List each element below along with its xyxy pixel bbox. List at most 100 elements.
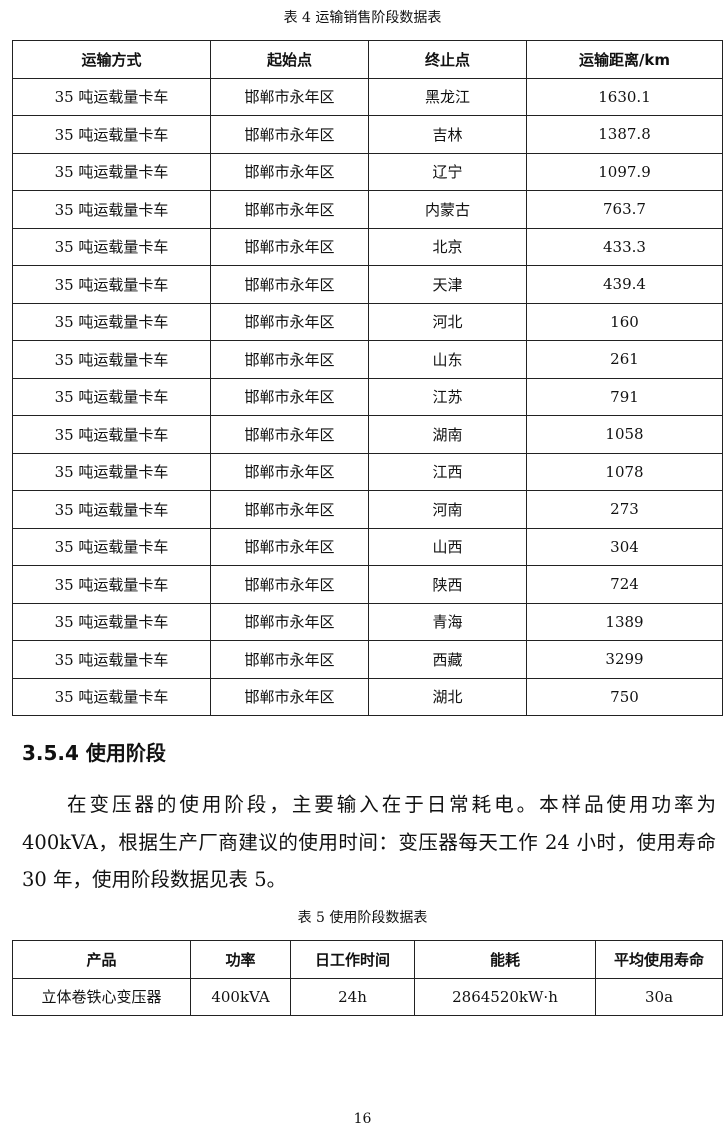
column-header: 平均使用寿命 — [595, 940, 723, 979]
table-row: 35 吨运载量卡车 邯郸市永年区 江苏 791 — [12, 377, 723, 416]
table-cell: 1058 — [526, 415, 723, 454]
table-cell: 北京 — [368, 227, 527, 266]
table-cell: 261 — [526, 340, 723, 379]
column-header: 起始点 — [210, 40, 369, 79]
table-cell: 400kVA — [190, 977, 291, 1016]
table-cell: 邯郸市永年区 — [210, 490, 369, 529]
table-row: 35 吨运载量卡车 邯郸市永年区 湖北 750 — [12, 677, 723, 716]
table-cell: 邯郸市永年区 — [210, 340, 369, 379]
table-cell: 35 吨运载量卡车 — [12, 302, 211, 341]
page-number: 16 — [353, 1111, 372, 1127]
table-cell: 邯郸市永年区 — [210, 452, 369, 491]
table-cell: 35 吨运载量卡车 — [12, 152, 211, 191]
transport-table: 运输方式 起始点 终止点 运输距离/km 35 吨运载量卡车 邯郸市永年区 黑龙江 1630… — [12, 40, 723, 716]
table-row: 35 吨运载量卡车 邯郸市永年区 河北 160 — [12, 302, 723, 341]
table-cell: 2864520kW·h — [414, 977, 596, 1016]
table-cell: 邯郸市永年区 — [210, 152, 369, 191]
table-cell: 1387.8 — [526, 115, 723, 154]
table-cell: 湖北 — [368, 677, 527, 716]
table-cell: 433.3 — [526, 227, 723, 266]
table-cell: 山东 — [368, 340, 527, 379]
table-cell: 35 吨运载量卡车 — [12, 640, 211, 679]
table-row: 35 吨运载量卡车 邯郸市永年区 辽宁 1097.9 — [12, 152, 723, 191]
table-cell: 160 — [526, 302, 723, 341]
table-cell: 35 吨运载量卡车 — [12, 602, 211, 641]
table-cell: 邯郸市永年区 — [210, 115, 369, 154]
table-row: 35 吨运载量卡车 邯郸市永年区 内蒙古 763.7 — [12, 190, 723, 229]
table-cell: 35 吨运载量卡车 — [12, 565, 211, 604]
table-row: 立体卷铁心变压器 400kVA 24h 2864520kW·h 30a — [12, 977, 723, 1016]
table-cell: 邯郸市永年区 — [210, 227, 369, 266]
table-cell: 邯郸市永年区 — [210, 190, 369, 229]
table-cell: 1097.9 — [526, 152, 723, 191]
table-cell: 邯郸市永年区 — [210, 640, 369, 679]
table-cell: 3299 — [526, 640, 723, 679]
table-row: 35 吨运载量卡车 邯郸市永年区 陕西 724 — [12, 565, 723, 604]
table5-caption: 表 5 使用阶段数据表 — [297, 910, 428, 926]
table-cell: 内蒙古 — [368, 190, 527, 229]
section-paragraph: 在变压器的使用阶段，主要输入在于日常耗电。本样品使用功率为400kVA，根据生产… — [22, 793, 716, 891]
table-cell: 763.7 — [526, 190, 723, 229]
table-row: 35 吨运载量卡车 邯郸市永年区 青海 1389 — [12, 602, 723, 641]
table-cell: 邯郸市永年区 — [210, 415, 369, 454]
table-cell: 辽宁 — [368, 152, 527, 191]
table-cell: 304 — [526, 527, 723, 566]
table-cell: 35 吨运载量卡车 — [12, 527, 211, 566]
table-header-row: 产品 功率 日工作时间 能耗 平均使用寿命 — [12, 940, 723, 979]
column-header: 能耗 — [414, 940, 596, 979]
table-cell: 1630.1 — [526, 77, 723, 116]
column-header: 运输距离/km — [526, 40, 723, 79]
table-cell: 邯郸市永年区 — [210, 677, 369, 716]
table-cell: 立体卷铁心变压器 — [12, 977, 191, 1016]
table-row: 35 吨运载量卡车 邯郸市永年区 山东 261 — [12, 340, 723, 379]
table-cell: 陕西 — [368, 565, 527, 604]
table-cell: 江苏 — [368, 377, 527, 416]
table-row: 35 吨运载量卡车 邯郸市永年区 山西 304 — [12, 527, 723, 566]
table-cell: 邯郸市永年区 — [210, 565, 369, 604]
table-cell: 河北 — [368, 302, 527, 341]
table-cell: 青海 — [368, 602, 527, 641]
table4-caption: 表 4 运输销售阶段数据表 — [283, 10, 442, 26]
column-header: 日工作时间 — [290, 940, 415, 979]
table-cell: 24h — [290, 977, 415, 1016]
table-cell: 江西 — [368, 452, 527, 491]
table-cell: 邯郸市永年区 — [210, 77, 369, 116]
table-cell: 1389 — [526, 602, 723, 641]
table-cell: 30a — [595, 977, 723, 1016]
table-row: 35 吨运载量卡车 邯郸市永年区 吉林 1387.8 — [12, 115, 723, 154]
table-cell: 1078 — [526, 452, 723, 491]
table-cell: 35 吨运载量卡车 — [12, 227, 211, 266]
table-cell: 724 — [526, 565, 723, 604]
table-cell: 35 吨运载量卡车 — [12, 377, 211, 416]
table-row: 35 吨运载量卡车 邯郸市永年区 北京 433.3 — [12, 227, 723, 266]
table-cell: 35 吨运载量卡车 — [12, 265, 211, 304]
table-cell: 天津 — [368, 265, 527, 304]
table-row: 35 吨运载量卡车 邯郸市永年区 湖南 1058 — [12, 415, 723, 454]
table-cell: 791 — [526, 377, 723, 416]
column-header: 产品 — [12, 940, 191, 979]
table-cell: 邯郸市永年区 — [210, 265, 369, 304]
table-cell: 河南 — [368, 490, 527, 529]
table-row: 35 吨运载量卡车 邯郸市永年区 天津 439.4 — [12, 265, 723, 304]
table-row: 35 吨运载量卡车 邯郸市永年区 江西 1078 — [12, 452, 723, 491]
table-cell: 439.4 — [526, 265, 723, 304]
column-header: 功率 — [190, 940, 291, 979]
table-cell: 邯郸市永年区 — [210, 527, 369, 566]
table-cell: 山西 — [368, 527, 527, 566]
table-row: 35 吨运载量卡车 邯郸市永年区 西藏 3299 — [12, 640, 723, 679]
table-cell: 35 吨运载量卡车 — [12, 340, 211, 379]
table-row: 35 吨运载量卡车 邯郸市永年区 黑龙江 1630.1 — [12, 77, 723, 116]
column-header: 运输方式 — [12, 40, 211, 79]
table-row: 35 吨运载量卡车 邯郸市永年区 河南 273 — [12, 490, 723, 529]
table-cell: 273 — [526, 490, 723, 529]
table-cell: 750 — [526, 677, 723, 716]
table-cell: 35 吨运载量卡车 — [12, 415, 211, 454]
usage-table: 产品 功率 日工作时间 能耗 平均使用寿命 立体卷铁心变压器 400kVA 24h 28645… — [12, 940, 723, 1016]
table-header-row: 运输方式 起始点 终止点 运输距离/km — [12, 40, 723, 79]
table-cell: 邯郸市永年区 — [210, 602, 369, 641]
table-cell: 35 吨运载量卡车 — [12, 490, 211, 529]
table-cell: 35 吨运载量卡车 — [12, 190, 211, 229]
table-cell: 邯郸市永年区 — [210, 377, 369, 416]
section-heading: 3.5.4 使用阶段 — [22, 741, 166, 765]
table-cell: 35 吨运载量卡车 — [12, 452, 211, 491]
